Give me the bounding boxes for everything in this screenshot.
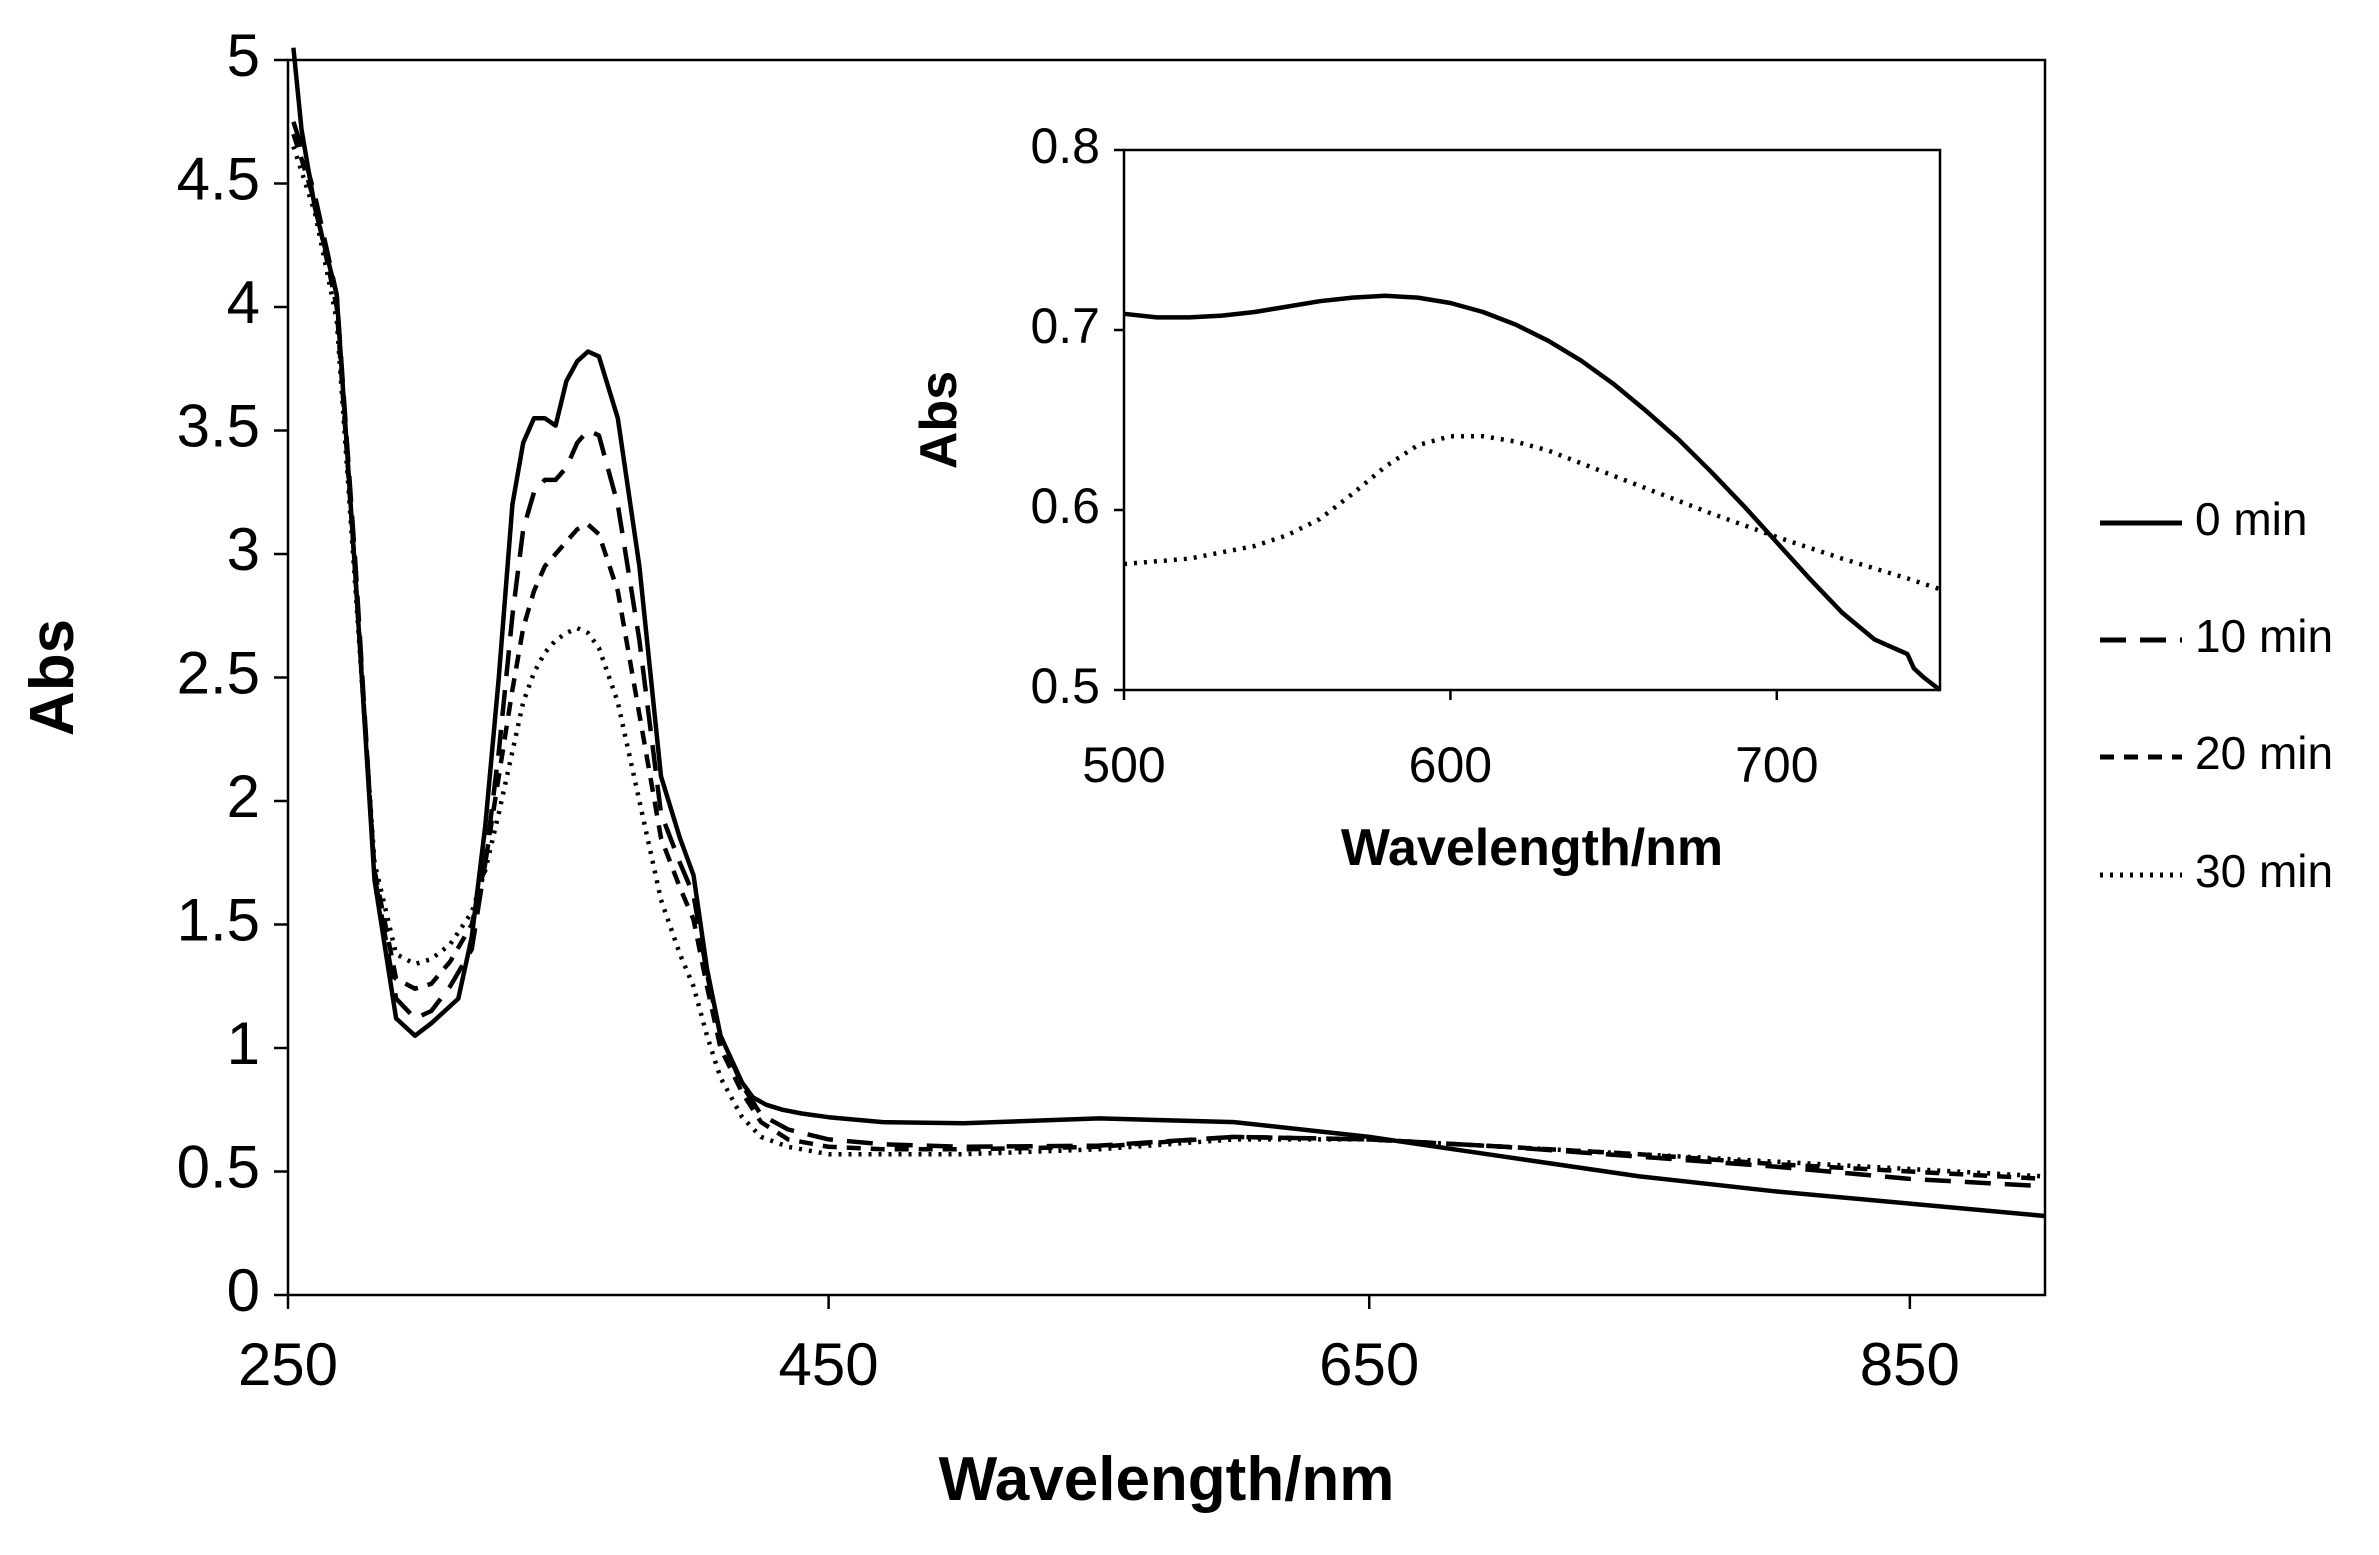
inset-y-tick-label: 0.7 [1030, 298, 1100, 354]
y-tick-label: 0 [227, 1257, 260, 1324]
y-tick-label: 4.5 [177, 145, 260, 212]
legend-label: 0 min [2195, 493, 2307, 545]
x-tick-label: 450 [779, 1331, 879, 1398]
series-line-20-min [291, 133, 2046, 1182]
series-line-30-min [291, 145, 2046, 1179]
inset-x-tick-label: 700 [1735, 737, 1818, 793]
x-tick-label: 650 [1319, 1331, 1419, 1398]
y-tick-label: 5 [227, 22, 260, 89]
y-tick-label: 3.5 [177, 392, 260, 459]
inset-x-tick-label: 500 [1082, 737, 1165, 793]
inset-x-axis-title: Wavelength/nm [1341, 819, 1723, 877]
y-tick-label: 4 [227, 269, 260, 336]
legend-label: 20 min [2195, 727, 2333, 779]
series-line-0-min [291, 47, 2046, 1219]
x-tick-label: 850 [1860, 1331, 1960, 1398]
inset-series-line-30-min [1123, 433, 1941, 592]
legend-label: 10 min [2195, 610, 2333, 662]
y-tick-label: 1.5 [177, 886, 260, 953]
inset-y-tick-label: 0.5 [1030, 658, 1100, 714]
y-tick-label: 3 [227, 516, 260, 583]
legend-label: 30 min [2195, 845, 2333, 897]
inset-plot-frame [1122, 148, 1942, 692]
inset-series-line-0-min [1123, 293, 1942, 692]
y-axis-title: Abs [18, 619, 87, 736]
y-tick-label: 2 [227, 763, 260, 830]
inset-y-tick-label: 0.8 [1030, 118, 1100, 174]
inset-plot-background [1124, 150, 1940, 690]
x-axis-title: Wavelength/nm [939, 1445, 1395, 1514]
y-tick-label: 1 [227, 1010, 260, 1077]
inset-y-axis-title: Abs [910, 371, 968, 469]
y-tick-label: 2.5 [177, 639, 260, 706]
x-tick-label: 250 [238, 1331, 338, 1398]
inset-y-tick-label: 0.6 [1030, 478, 1100, 534]
inset-x-tick-label: 600 [1409, 737, 1492, 793]
y-tick-label: 0.5 [177, 1133, 260, 1200]
